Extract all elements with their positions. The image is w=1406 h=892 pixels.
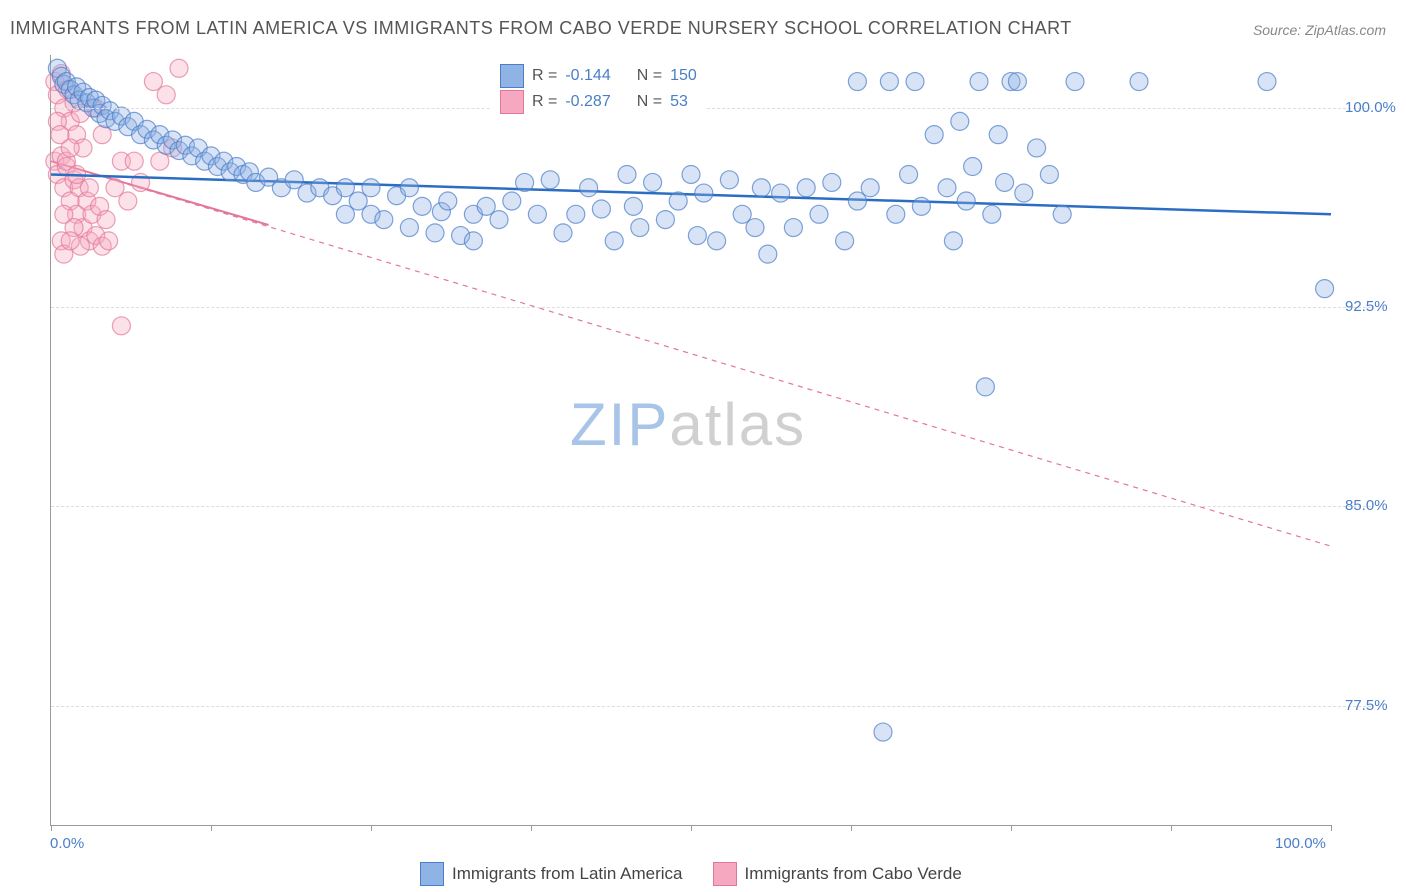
stats-N-label-0: N = bbox=[637, 67, 662, 85]
stats-N-value-1: 53 bbox=[670, 93, 688, 111]
chart-title: IMMIGRANTS FROM LATIN AMERICA VS IMMIGRA… bbox=[10, 18, 1072, 39]
legend-swatch-1 bbox=[713, 862, 737, 886]
stats-R-label-1: R = bbox=[532, 93, 557, 111]
gridline bbox=[51, 706, 1371, 707]
stats-row-1: R = -0.287 N = 53 bbox=[500, 90, 697, 114]
stats-swatch-1 bbox=[500, 90, 524, 114]
stats-swatch-0 bbox=[500, 64, 524, 88]
x-tick-label: 0.0% bbox=[50, 835, 84, 852]
stats-R-label-0: R = bbox=[532, 67, 557, 85]
gridline bbox=[51, 108, 1371, 109]
y-tick-label: 85.0% bbox=[1345, 497, 1388, 514]
gridline bbox=[51, 506, 1371, 507]
x-tick bbox=[211, 825, 212, 831]
gridline bbox=[51, 307, 1371, 308]
y-tick-label: 92.5% bbox=[1345, 298, 1388, 315]
stats-R-value-0: -0.144 bbox=[565, 67, 610, 85]
x-tick bbox=[691, 825, 692, 831]
plot-area bbox=[50, 55, 1331, 826]
source-attribution: Source: ZipAtlas.com bbox=[1253, 22, 1386, 38]
legend-item-1: Immigrants from Cabo Verde bbox=[713, 862, 962, 886]
chart-container: IMMIGRANTS FROM LATIN AMERICA VS IMMIGRA… bbox=[0, 0, 1406, 892]
stats-N-value-0: 150 bbox=[670, 67, 697, 85]
x-tick bbox=[531, 825, 532, 831]
x-tick bbox=[1331, 825, 1332, 831]
chart-svg bbox=[51, 55, 1331, 825]
x-tick bbox=[1171, 825, 1172, 831]
stats-legend: R = -0.144 N = 150 R = -0.287 N = 53 bbox=[490, 58, 707, 120]
legend-label-0: Immigrants from Latin America bbox=[452, 864, 683, 884]
x-tick-label: 100.0% bbox=[1275, 835, 1326, 852]
legend-label-1: Immigrants from Cabo Verde bbox=[745, 864, 962, 884]
stats-row-0: R = -0.144 N = 150 bbox=[500, 64, 697, 88]
y-tick-label: 100.0% bbox=[1345, 99, 1396, 116]
legend-item-0: Immigrants from Latin America bbox=[420, 862, 683, 886]
legend-swatch-0 bbox=[420, 862, 444, 886]
series-legend: Immigrants from Latin America Immigrants… bbox=[420, 862, 962, 886]
stats-N-label-1: N = bbox=[637, 93, 662, 111]
x-tick bbox=[371, 825, 372, 831]
x-tick bbox=[851, 825, 852, 831]
x-tick bbox=[1011, 825, 1012, 831]
y-tick-label: 77.5% bbox=[1345, 697, 1388, 714]
x-tick bbox=[51, 825, 52, 831]
y-axis-label: Nursery School bbox=[0, 330, 1, 439]
stats-R-value-1: -0.287 bbox=[565, 93, 610, 111]
